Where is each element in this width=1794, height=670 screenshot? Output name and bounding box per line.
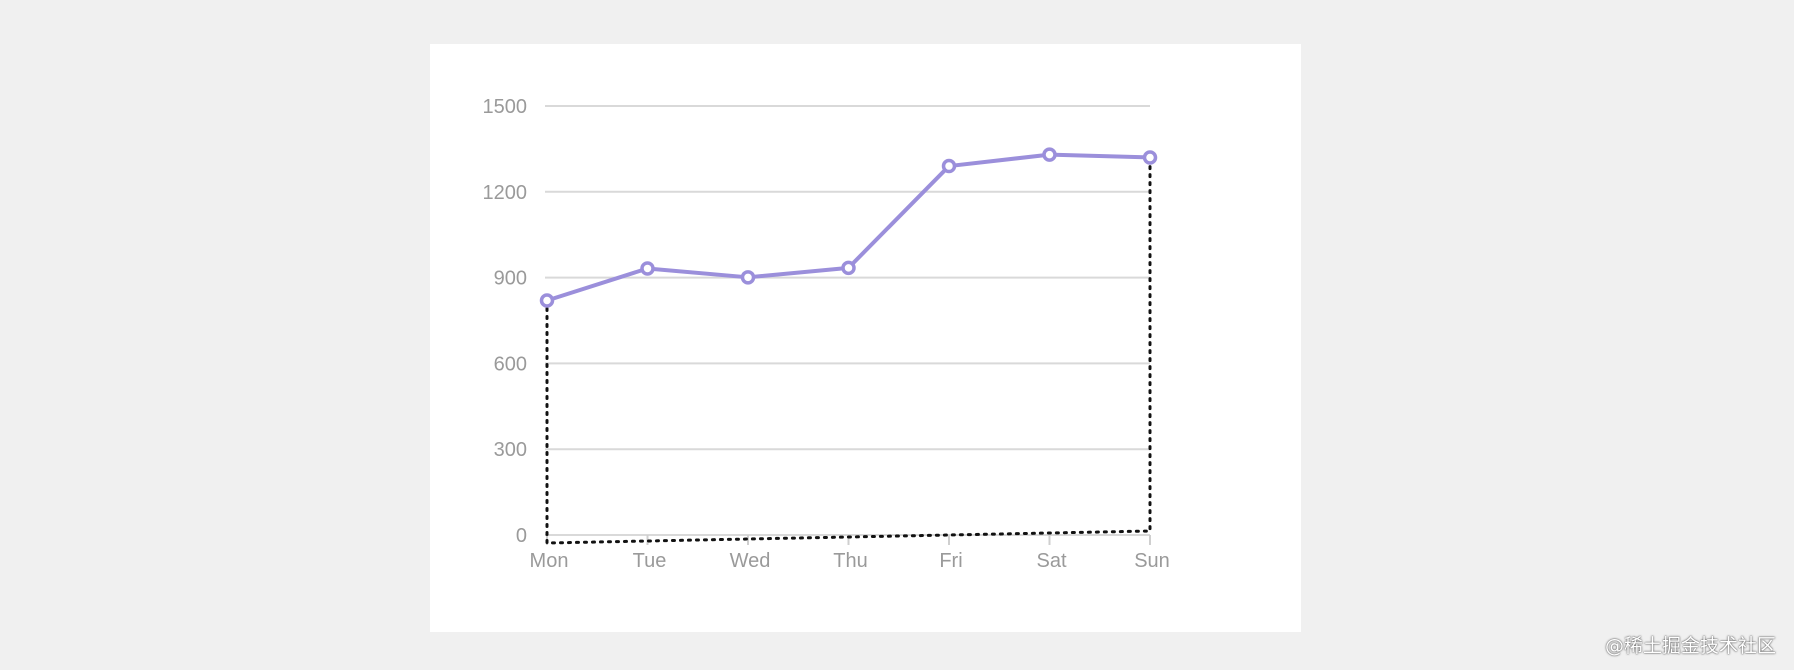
data-point-wed[interactable] (740, 270, 756, 285)
x-tick-label: Sat (1036, 550, 1066, 572)
data-point-tue[interactable] (640, 261, 655, 276)
x-tick-label: Thu (833, 550, 867, 572)
data-point-mon[interactable] (539, 293, 555, 308)
line-chart: 0 300 600 900 1200 1500 Mon Tue Wed Thu Fri Sat Sun (483, 96, 1170, 572)
y-tick-label: 1200 (483, 182, 528, 204)
data-point-sun[interactable] (1142, 150, 1158, 165)
x-tick-label: Wed (730, 550, 771, 572)
data-point-thu[interactable] (841, 260, 856, 276)
x-tick-label: Mon (530, 550, 569, 572)
watermark: @稀土掘金技术社区 (1604, 635, 1776, 657)
series-line (545, 152, 1152, 303)
y-tick-label: 0 (516, 525, 527, 547)
data-point-sat[interactable] (1042, 147, 1057, 162)
y-tick-label: 300 (494, 439, 527, 461)
dotted-area-outline (545, 155, 1152, 545)
x-tick-label: Fri (939, 550, 962, 572)
y-tick-label: 900 (494, 268, 527, 290)
x-tick-label: Tue (633, 550, 667, 572)
y-tick-label: 1500 (483, 96, 528, 118)
data-point-fri[interactable] (941, 158, 957, 174)
x-tick-label: Sun (1134, 550, 1170, 572)
y-tick-label: 600 (494, 353, 527, 375)
chart-card: 0 300 600 900 1200 1500 Mon Tue Wed Thu Fri Sat Sun (430, 44, 1301, 632)
